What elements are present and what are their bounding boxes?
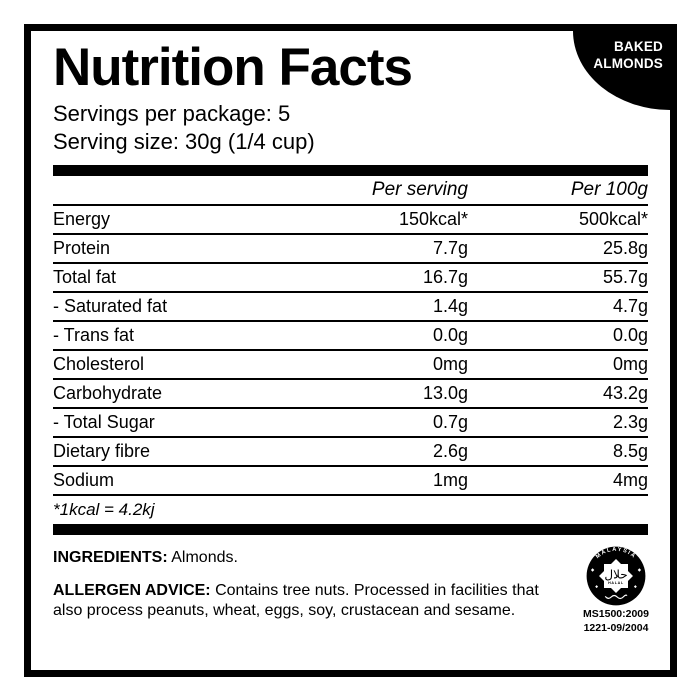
table-row: Energy 150kcal* 500kcal* (53, 206, 648, 235)
nutrient-label: Carbohydrate (53, 383, 163, 403)
table-row: Dietary fibre 2.6g 8.5g (53, 438, 648, 467)
kcal-footnote: *1kcal = 4.2kj (53, 500, 155, 519)
per-serving-value: 13.0g (422, 383, 468, 403)
per-100g-value: 8.5g (612, 441, 648, 461)
nutrient-label: Protein (53, 238, 111, 258)
per-100g-value: 0mg (612, 354, 648, 374)
halal-cert-number: 1221-09/2004 (583, 622, 649, 634)
per-100g-value: 500kcal* (578, 209, 648, 229)
halal-standard-number: MS1500:2009 (583, 608, 649, 620)
nutrient-label: Energy (53, 209, 111, 229)
per-serving-value: 0mg (432, 354, 468, 374)
column-header-per-serving: Per serving (371, 179, 468, 200)
nutrient-label: - Total Sugar (53, 412, 155, 432)
serving-info: Servings per package: 5 Serving size: 30… (53, 100, 648, 156)
allergen-text: Contains tree nuts. Processed in facilit… (53, 582, 539, 619)
halal-seal-icon: MALAYSIA حلال HALAL (586, 546, 646, 606)
ingredients-label: INGREDIENTS: (53, 549, 168, 566)
ingredients-section: INGREDIENTS: Almonds. (53, 548, 648, 568)
label-content: Nutrition Facts Servings per package: 5 … (31, 39, 670, 621)
nutrient-label: Cholesterol (53, 354, 145, 374)
per-100g-value: 25.8g (602, 238, 648, 258)
table-row: Total fat 16.7g 55.7g (53, 264, 648, 293)
halal-certification: MALAYSIA حلال HALAL MS1500:2009 1221-09/… (581, 546, 651, 634)
halal-bottom-script-mark (604, 594, 628, 600)
per-100g-value: 4mg (612, 470, 648, 490)
table-row: - Trans fat 0.0g 0.0g (53, 322, 648, 351)
per-100g-value: 43.2g (602, 383, 648, 403)
table-bottom-bar (53, 524, 648, 535)
per-100g-value: 4.7g (612, 296, 648, 316)
per-100g-value: 55.7g (602, 267, 648, 287)
per-serving-value: 1mg (432, 470, 468, 490)
table-row: - Total Sugar 0.7g 2.3g (53, 409, 648, 438)
column-header-per-100g: Per 100g (570, 179, 648, 200)
per-serving-value: 2.6g (432, 441, 468, 461)
per-serving-value: 1.4g (432, 296, 468, 316)
nutrient-label: Sodium (53, 470, 115, 490)
table-row: - Saturated fat 1.4g 4.7g (53, 293, 648, 322)
serving-size: Serving size: 30g (1/4 cup) (53, 129, 315, 154)
table-row: Sodium 1mg 4mg (53, 467, 648, 496)
allergen-label: ALLERGEN ADVICE: (53, 582, 211, 599)
per-100g-value: 0.0g (612, 325, 648, 345)
per-100g-value: 2.3g (612, 412, 648, 432)
per-serving-value: 0.7g (432, 412, 468, 432)
table-header-row: Per serving Per 100g (53, 176, 648, 206)
per-serving-value: 0.0g (432, 325, 468, 345)
table-top-bar (53, 165, 648, 176)
servings-per-package: Servings per package: 5 (53, 101, 291, 126)
product-name-line1: BAKED (613, 39, 663, 54)
per-serving-value: 7.7g (432, 238, 468, 258)
nutrient-label: Total fat (53, 267, 117, 287)
nutrition-table: Per serving Per 100g Energy 150kcal* 500… (53, 165, 648, 535)
per-serving-value: 16.7g (422, 267, 468, 287)
per-serving-value: 150kcal* (398, 209, 468, 229)
nutrition-label: BAKED ALMONDS Nutrition Facts Servings p… (24, 24, 677, 677)
nutrient-label: Dietary fibre (53, 441, 151, 461)
nutrient-label: - Trans fat (53, 325, 135, 345)
product-name-line2: ALMONDS (593, 56, 663, 71)
nutrient-label: - Saturated fat (53, 296, 168, 316)
page-title: Nutrition Facts (53, 38, 413, 97)
halal-latin-text: HALAL (608, 581, 624, 585)
allergen-section: ALLERGEN ADVICE: Contains tree nuts. Pro… (53, 581, 561, 621)
halal-arabic-text: حلال (604, 567, 627, 581)
ingredients-text: Almonds. (171, 549, 238, 566)
table-row: Carbohydrate 13.0g 43.2g (53, 380, 648, 409)
table-row: Protein 7.7g 25.8g (53, 235, 648, 264)
table-row: Cholesterol 0mg 0mg (53, 351, 648, 380)
